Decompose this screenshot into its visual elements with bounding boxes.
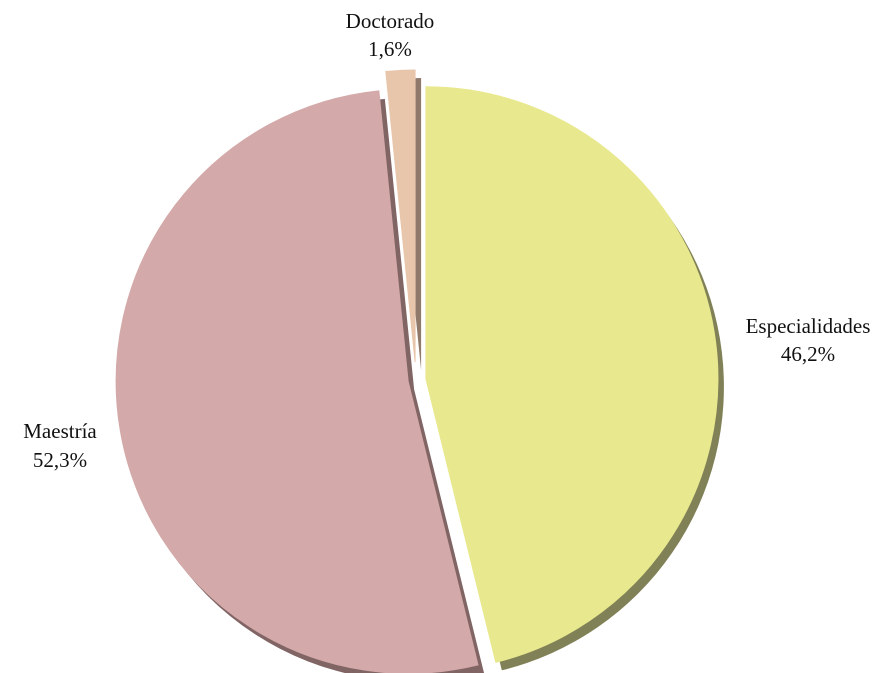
pie-slice-doctorado <box>385 69 416 363</box>
pie-slice-especialidades <box>425 86 719 663</box>
pie-slices <box>115 69 719 673</box>
pie-slice-maestra <box>115 90 479 673</box>
slice-label-doctorado: Doctorado <box>346 9 435 33</box>
slice-value-maestra: 52,3% <box>33 448 87 472</box>
slice-value-doctorado: 1,6% <box>368 37 412 61</box>
slice-label-especialidades: Especialidades <box>746 314 871 338</box>
slice-label-maestra: Maestría <box>23 419 97 443</box>
slice-labels: Especialidades 46,2% Maestría 52,3% Doctorad… <box>23 9 870 472</box>
slice-value-especialidades: 46,2% <box>781 342 835 366</box>
